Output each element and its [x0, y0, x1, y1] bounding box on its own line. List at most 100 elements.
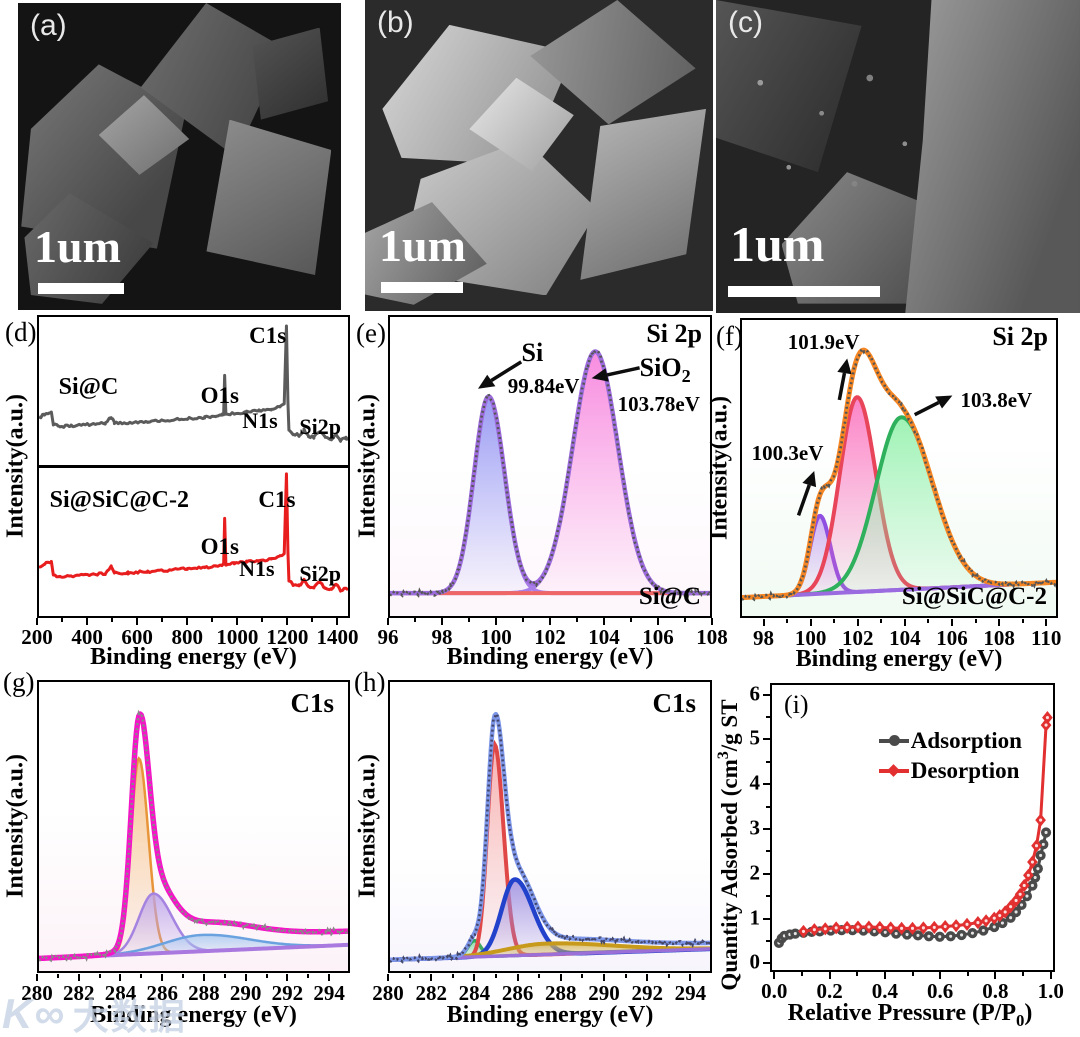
tick-mark	[387, 618, 389, 625]
x-tick-label: 600	[121, 625, 153, 649]
tick-mark	[244, 974, 247, 981]
tick-mark	[286, 618, 289, 625]
y-tick-label: 2	[749, 859, 761, 884]
x-tick-label: 280	[21, 981, 53, 1005]
annotation: Si@SiC@C-2	[49, 487, 189, 514]
tick-mark	[763, 783, 770, 786]
minor-tick-mark	[495, 974, 497, 978]
isotherm-chart	[773, 711, 1053, 949]
x-axis-label-f: Binding energy (eV)	[795, 646, 1003, 672]
x-tick-label: 286	[146, 981, 178, 1005]
plot-area-h: C1s	[388, 680, 712, 973]
tick-mark	[136, 618, 139, 625]
x-tick-label: 288	[188, 981, 220, 1005]
minor-tick-mark	[766, 760, 770, 763]
tick-mark	[86, 618, 89, 625]
annotation: Si2p	[299, 560, 341, 586]
annotation: 100.3eV	[751, 441, 824, 466]
annotation: O1s	[200, 382, 239, 408]
panel-letter-c: (c)	[728, 6, 763, 39]
minor-tick-mark	[766, 715, 770, 718]
annotation: SiO2	[639, 352, 691, 387]
tick-mark	[646, 974, 649, 981]
x-tick-label: 108	[983, 626, 1015, 650]
tick-mark	[994, 972, 997, 979]
annotation: 99.84eV	[507, 373, 580, 398]
y-axis-label-g: Intensity(a.u.)	[2, 753, 29, 899]
tick-mark	[773, 972, 776, 979]
minor-tick-mark	[98, 974, 101, 978]
tick-mark	[473, 974, 476, 981]
plot-area-e: Si 2p Si@C Si 99.84eV SiO2 103.78eV	[388, 315, 712, 618]
x-tick-label: 100	[480, 625, 512, 649]
tick-mark	[202, 974, 205, 981]
tick-mark	[77, 974, 80, 981]
annotation: 103.8eV	[960, 388, 1033, 413]
watermark-logo-icon: K∞	[2, 990, 67, 1037]
minor-tick-mark	[880, 619, 883, 623]
plot-area-f: Si 2p Si@SiC@C-2 101.9eV 100.3eV 103.8eV	[740, 318, 1058, 618]
x-tick-label: 102	[534, 625, 566, 649]
x-axis-ticks-f: 98 100 102 104 106 108 110	[740, 619, 1062, 650]
annotation: Si2p	[299, 414, 341, 440]
tick-mark	[657, 618, 659, 625]
tick-mark	[951, 619, 953, 626]
minor-tick-mark	[223, 974, 226, 978]
x-tick-label: 106	[936, 626, 968, 650]
x-tick-label: 286	[501, 981, 534, 1005]
x-tick-label: 800	[171, 625, 203, 649]
tick-mark	[36, 974, 38, 981]
x-tick-label: 100	[794, 626, 827, 650]
tick-mark	[387, 974, 389, 981]
spectrum-type-label: Si 2p	[992, 322, 1048, 351]
tick-mark	[516, 974, 519, 981]
x-tick-label: 1200	[266, 625, 309, 649]
tick-mark	[763, 917, 770, 920]
tick-mark	[36, 618, 38, 625]
tick-mark	[603, 974, 605, 981]
x-axis-label-d: Binding energy (eV)	[90, 644, 297, 670]
x-tick-label: 0.8	[982, 979, 1009, 1003]
watermark-text: 大数据	[72, 996, 187, 1037]
minor-tick-mark	[766, 939, 770, 942]
annotation: 103.78eV	[617, 391, 700, 416]
minor-tick-mark	[856, 972, 859, 976]
panel-letter-i: (i)	[784, 690, 809, 719]
annotation: O1s	[200, 533, 239, 559]
tick-mark	[286, 974, 289, 981]
minor-tick-mark	[522, 618, 524, 622]
minor-tick-mark	[684, 618, 686, 622]
tick-mark	[763, 872, 770, 875]
x-tick-label: 290	[229, 981, 262, 1005]
minor-tick-mark	[182, 974, 185, 978]
minor-tick-mark	[408, 974, 411, 978]
panel-letter-d: (d)	[5, 317, 37, 347]
minor-tick-mark	[211, 618, 214, 622]
sem-particle	[252, 27, 329, 120]
minor-tick-mark	[833, 619, 836, 623]
si2p-fit-chart	[390, 317, 710, 616]
x-tick-label: 110	[1031, 626, 1062, 650]
minor-tick-mark	[311, 618, 314, 622]
minor-tick-mark	[766, 895, 770, 898]
tick-mark	[549, 618, 551, 625]
scalebar-text-c: 1um	[730, 216, 825, 272]
scalebar-b	[381, 282, 463, 293]
plot-area-g: C1s	[37, 680, 350, 973]
spectrum-type-label: Si 2p	[646, 319, 702, 348]
minor-tick-mark	[800, 972, 803, 976]
panel-letter-b: (b)	[377, 6, 414, 39]
tick-mark	[1049, 972, 1052, 979]
tick-mark	[119, 974, 122, 981]
x-tick-label: 98	[753, 626, 775, 650]
annotation: 101.9eV	[787, 330, 860, 355]
survey-spectrum-chart	[39, 317, 348, 616]
tick-mark	[1045, 619, 1048, 626]
tick-mark	[186, 618, 189, 625]
annotation: N1s	[239, 556, 275, 582]
minor-tick-mark	[161, 618, 164, 622]
panel-letter-a: (a)	[30, 9, 67, 42]
panel-letter-g: (g)	[3, 667, 35, 697]
x-axis-ticks-e: 96 98 100 102 104 106 108	[378, 618, 728, 649]
